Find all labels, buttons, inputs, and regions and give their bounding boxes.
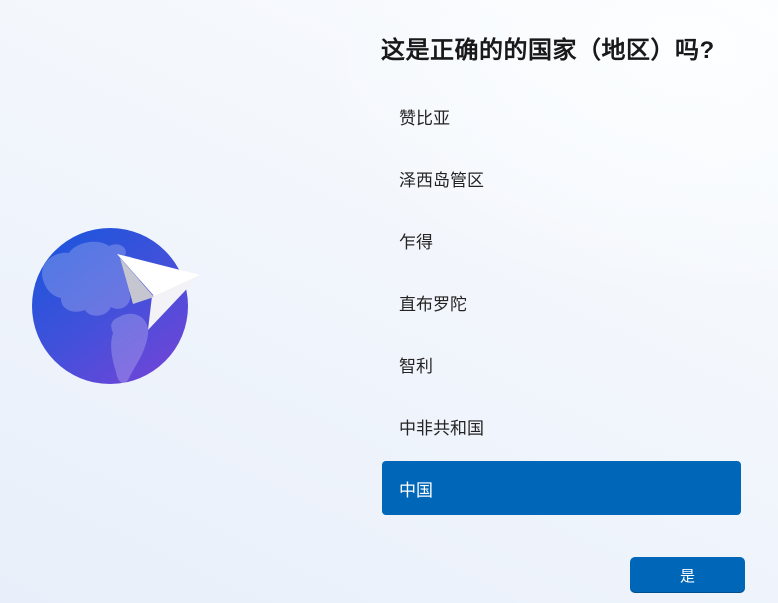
list-item-chad[interactable]: 乍得 [382,213,741,267]
paper-airplane-icon [117,254,200,330]
list-item-label: 直布罗陀 [399,294,467,314]
list-item-label: 赞比亚 [399,108,450,128]
list-item-label: 智利 [399,356,433,376]
list-item-label: 泽西岛管区 [399,170,484,190]
list-item-central-african-republic[interactable]: 中非共和国 [382,399,741,453]
list-item-china[interactable]: 中国 [382,461,741,515]
yes-button[interactable]: 是 [630,557,745,593]
globe-paper-airplane-icon [25,218,210,393]
list-item-label: 乍得 [399,232,433,252]
continent-south-america [111,313,149,384]
globe-svg [32,228,200,384]
list-item-label: 中国 [399,480,433,500]
country-list: 赞比亚 泽西岛管区 乍得 直布罗陀 智利 中非共和国 中国 [382,89,741,523]
page-title: 这是正确的的国家（地区）吗? [381,37,715,64]
list-item-chile[interactable]: 智利 [382,337,741,391]
list-item-jersey[interactable]: 泽西岛管区 [382,151,741,205]
continent-north-america [42,241,140,316]
list-item-label: 中非共和国 [399,418,484,438]
globe-circle [32,228,188,384]
list-item-zambia[interactable]: 赞比亚 [382,89,741,143]
list-item-gibraltar[interactable]: 直布罗陀 [382,275,741,329]
